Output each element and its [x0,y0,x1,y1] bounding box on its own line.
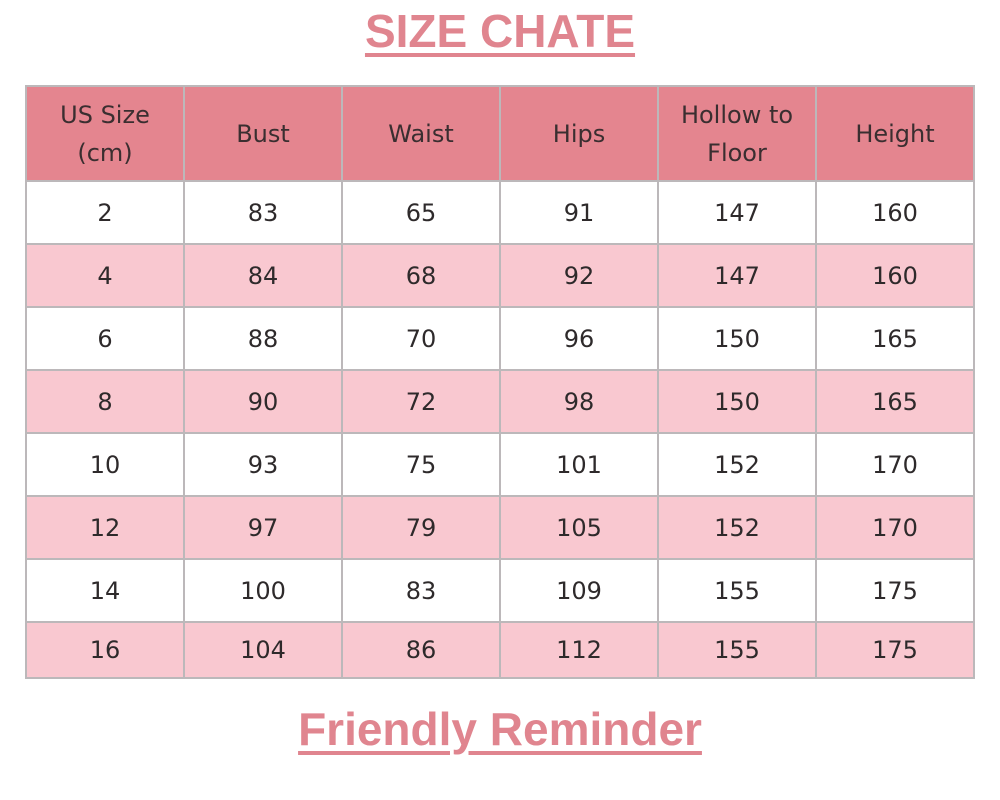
table-cell: 75 [341,432,501,497]
table-cell: 83 [341,558,501,623]
table-cell: 6 [25,306,185,371]
table-cell: 150 [657,369,817,434]
size-chart-table: US Size (cm) Bust Waist Hips Hollow to Floor He… [25,85,975,679]
table-cell: 4 [25,243,185,308]
column-header: Hollow to Floor [657,85,817,182]
column-header-label: Floor [707,138,767,167]
table-row: 8 90 72 98 150 165 [25,369,975,434]
table-cell: 155 [657,621,817,679]
table-cell: 88 [183,306,343,371]
table-cell: 84 [183,243,343,308]
table-cell: 170 [815,495,975,560]
friendly-reminder-heading: Friendly Reminder [298,703,702,755]
table-cell: 109 [499,558,659,623]
table-cell: 79 [341,495,501,560]
table-cell: 10 [25,432,185,497]
table-cell: 83 [183,180,343,245]
table-row: 16 104 86 112 155 175 [25,621,975,679]
column-header: Hips [499,85,659,182]
table-cell: 160 [815,180,975,245]
table-cell: 165 [815,369,975,434]
table-cell: 93 [183,432,343,497]
table-cell: 170 [815,432,975,497]
table-cell: 98 [499,369,659,434]
table-cell: 175 [815,621,975,679]
table-row: 10 93 75 101 152 170 [25,432,975,497]
column-header-label: Bust [236,119,290,148]
table-cell: 165 [815,306,975,371]
table-cell: 8 [25,369,185,434]
table-row: 6 88 70 96 150 165 [25,306,975,371]
column-header-label: Height [855,119,935,148]
table-cell: 16 [25,621,185,679]
table-cell: 2 [25,180,185,245]
table-cell: 105 [499,495,659,560]
table-cell: 70 [341,306,501,371]
column-header: US Size (cm) [25,85,185,182]
table-cell: 91 [499,180,659,245]
table-cell: 147 [657,243,817,308]
table-cell: 175 [815,558,975,623]
page-title: SIZE CHATE [364,5,636,57]
table-row: 12 97 79 105 152 170 [25,495,975,560]
column-header-label: Waist [388,119,454,148]
column-header-label: Hollow to [680,100,794,129]
table-header-row: US Size (cm) Bust Waist Hips Hollow to Floor He… [25,85,975,182]
table-cell: 90 [183,369,343,434]
table-cell: 152 [657,432,817,497]
table-cell: 86 [341,621,501,679]
table-cell: 68 [341,243,501,308]
table-cell: 104 [183,621,343,679]
column-header: Bust [183,85,343,182]
table-cell: 96 [499,306,659,371]
column-header-label: Hips [552,119,606,148]
table-cell: 101 [499,432,659,497]
table-cell: 160 [815,243,975,308]
table-cell: 155 [657,558,817,623]
table-row: 4 84 68 92 147 160 [25,243,975,308]
table-row: 2 83 65 91 147 160 [25,180,975,245]
table-cell: 100 [183,558,343,623]
table-cell: 147 [657,180,817,245]
table-cell: 152 [657,495,817,560]
table-cell: 14 [25,558,185,623]
table-row: 14 100 83 109 155 175 [25,558,975,623]
table-cell: 97 [183,495,343,560]
column-header: Waist [341,85,501,182]
table-cell: 12 [25,495,185,560]
column-header-label: US Size [60,100,150,129]
table-cell: 150 [657,306,817,371]
column-header: Height [815,85,975,182]
table-cell: 72 [341,369,501,434]
column-header-label: (cm) [77,138,133,167]
table-cell: 92 [499,243,659,308]
table-cell: 112 [499,621,659,679]
table-cell: 65 [341,180,501,245]
